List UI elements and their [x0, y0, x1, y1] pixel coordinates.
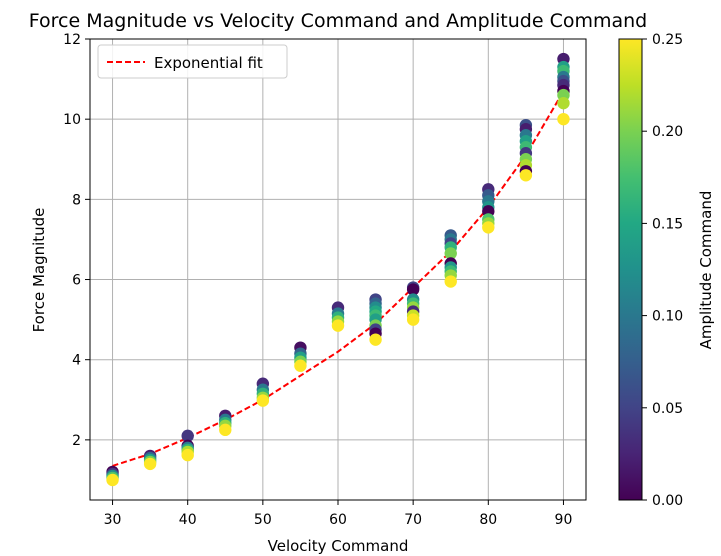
colorbar-tick-label: 0.20 — [652, 124, 683, 140]
colorbar-gradient — [618, 38, 643, 501]
colorbar-tick-label: 0.25 — [652, 32, 683, 48]
y-tick-label: 12 — [63, 32, 81, 48]
scatter-point — [219, 423, 232, 437]
y-axis: 2 4 6 8 10 12 — [63, 32, 90, 449]
colorbar-label: Amplitude Command — [697, 191, 715, 350]
x-tick-label: 50 — [254, 512, 272, 528]
scatter-point — [519, 169, 533, 182]
scatter-point — [406, 313, 420, 326]
scatter-point — [143, 457, 157, 471]
scatter-point — [557, 112, 570, 126]
x-tick-label: 90 — [555, 512, 573, 528]
scatter-point — [444, 275, 457, 288]
x-tick-label: 60 — [329, 512, 347, 528]
y-tick-label: 2 — [72, 433, 81, 449]
x-axis: 30 40 50 60 70 80 90 — [104, 500, 573, 528]
scatter-point — [444, 247, 457, 260]
scatter-point — [256, 394, 270, 407]
legend: Exponential fit — [97, 44, 288, 79]
colorbar-tick-label: 0.10 — [652, 309, 683, 325]
grid — [90, 38, 586, 500]
y-axis-label: Force Magnitude — [30, 208, 48, 333]
scatter-point — [181, 429, 194, 443]
x-tick-label: 80 — [479, 512, 497, 528]
y-tick-label: 10 — [63, 112, 81, 128]
y-tick-label: 8 — [72, 192, 81, 208]
scatter-point — [106, 473, 119, 487]
scatter-point — [181, 448, 194, 462]
legend-label: Exponential fit — [154, 54, 263, 72]
colorbar: 0.00 0.05 0.10 0.15 0.20 0.25 Amplitude Comma… — [618, 32, 715, 509]
x-tick-label: 30 — [104, 512, 122, 528]
scatter-point — [406, 283, 420, 296]
colorbar-tick-label: 0.00 — [652, 493, 683, 509]
x-tick-label: 70 — [404, 512, 422, 528]
x-axis-label: Velocity Command — [268, 537, 409, 555]
scatter-series — [106, 52, 570, 487]
scatter-point — [369, 333, 382, 346]
legend-box — [97, 44, 288, 79]
colorbar-ticks: 0.00 0.05 0.10 0.15 0.20 0.25 — [642, 32, 683, 509]
x-tick-label: 40 — [179, 512, 197, 528]
colorbar-tick-label: 0.05 — [652, 401, 683, 417]
scatter-point — [294, 359, 307, 372]
scatter-point — [482, 221, 495, 234]
scatter-point — [331, 319, 345, 332]
chart-title: Force Magnitude vs Velocity Command and … — [29, 10, 647, 32]
colorbar-tick-label: 0.15 — [652, 216, 683, 232]
y-tick-label: 4 — [72, 353, 81, 369]
y-tick-label: 6 — [72, 273, 81, 289]
scatter-point — [557, 96, 570, 110]
